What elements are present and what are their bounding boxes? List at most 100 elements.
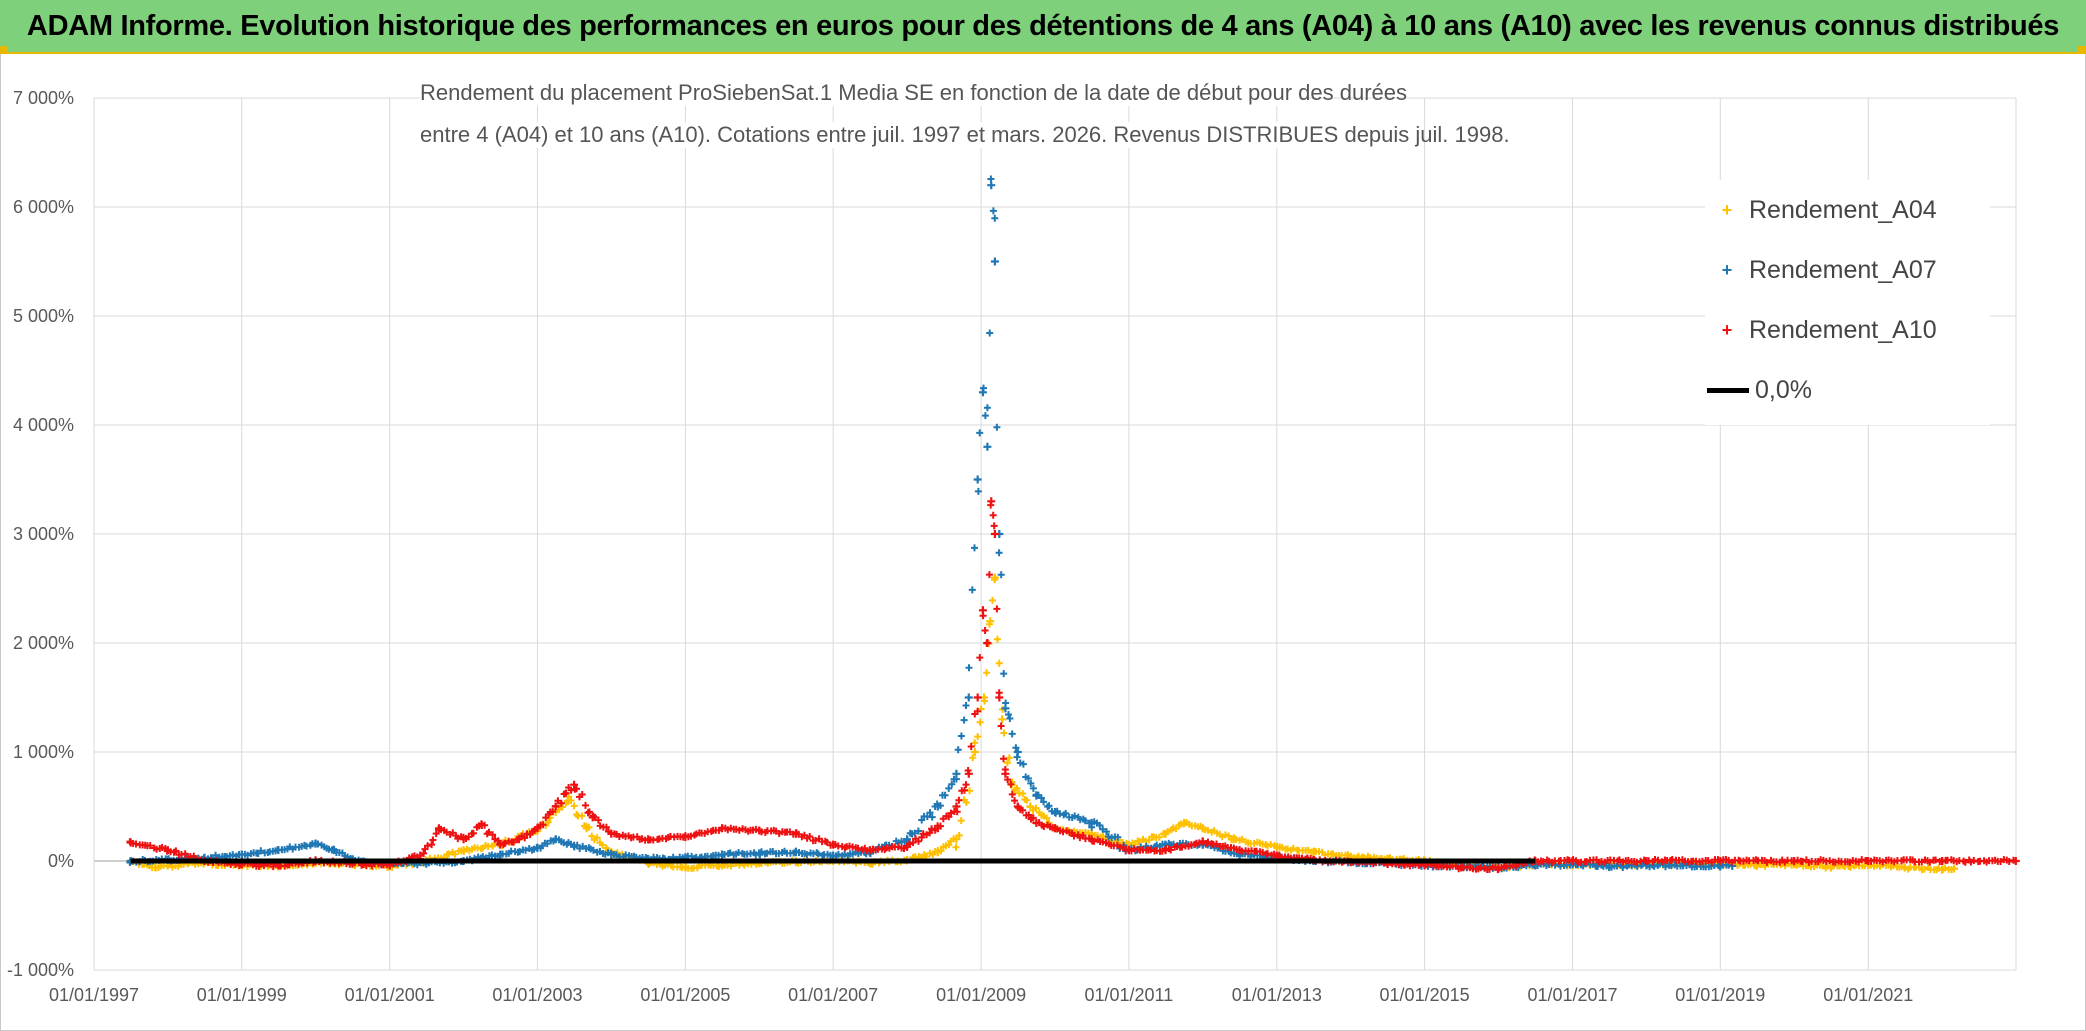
x-tick-label: 01/01/2005: [640, 985, 730, 1005]
x-tick-label: 01/01/2011: [1084, 985, 1173, 1005]
data-point: [978, 388, 987, 397]
y-tick-label: 1 000%: [13, 742, 74, 762]
data-point: [865, 846, 874, 855]
data-point: [330, 846, 339, 855]
banner-corner-left: [0, 46, 8, 54]
data-point: [1605, 862, 1614, 871]
banner-title: ADAM Informe. Evolution historique des p…: [26, 9, 2060, 42]
data-point: [1790, 857, 1799, 865]
data-point: [829, 840, 838, 849]
data-point: [477, 821, 486, 830]
data-point: [1161, 846, 1170, 855]
chart-title-line2: entre 4 (A04) et 10 ans (A10). Cotations…: [420, 122, 1510, 148]
x-tick-label: 01/01/2001: [345, 985, 435, 1005]
data-point: [416, 851, 425, 860]
data-point: [274, 846, 283, 855]
scatter-chart: -1 000% 0% 1 000% 2 000% 3 000% 4 000% 5 000% 6…: [7, 88, 2020, 1005]
data-point: [459, 835, 468, 844]
data-point: [983, 639, 992, 647]
data-point: [990, 530, 999, 538]
data-point: [1087, 835, 1096, 844]
y-tick-label: 2 000%: [13, 633, 74, 653]
y-tick-label: 0%: [48, 851, 74, 871]
data-point: [1051, 824, 1059, 833]
y-tick-label: 5 000%: [13, 306, 74, 326]
x-tick-label: 01/01/2015: [1380, 985, 1470, 1005]
data-point: [570, 780, 579, 789]
data-point: [970, 748, 979, 756]
data-point: [1026, 802, 1035, 811]
data-point: [163, 846, 172, 855]
data-point: [987, 497, 996, 506]
data-point: [964, 693, 973, 702]
data-point: [1087, 818, 1096, 827]
data-point: [1051, 807, 1059, 816]
data-point: [829, 851, 838, 860]
legend-item-a10: + Rendement_A10: [1705, 310, 1937, 350]
data-point: [933, 848, 942, 857]
data-point: [998, 715, 1007, 724]
legend-item-a04: + Rendement_A04: [1705, 190, 1937, 230]
series-Rendement_A10: [126, 497, 2020, 874]
data-point: [1568, 857, 1577, 865]
data-point: [755, 826, 764, 835]
legend-item-a07: + Rendement_A07: [1705, 250, 1937, 290]
data-point: [2011, 857, 2020, 865]
x-tick-label: 01/01/2019: [1675, 985, 1765, 1005]
data-point: [126, 838, 135, 847]
report-banner: ADAM Informe. Evolution historique des p…: [0, 0, 2086, 54]
legend-label-a04: Rendement_A04: [1749, 195, 1937, 224]
data-point: [791, 829, 800, 838]
x-tick-label: 01/01/2009: [936, 985, 1026, 1005]
legend-item-zero: 0,0%: [1705, 370, 1812, 410]
data-point: [496, 840, 505, 849]
y-tick-label: 4 000%: [13, 415, 74, 435]
data-point: [933, 802, 942, 811]
legend-line-zero: [1707, 387, 1749, 393]
data-point: [496, 850, 505, 859]
x-tick-label: 01/01/2003: [492, 985, 582, 1005]
data-point: [1827, 863, 1836, 872]
y-tick-label: 7 000%: [13, 88, 74, 108]
data-point: [986, 617, 995, 626]
data-point: [1001, 769, 1010, 778]
x-tick-label: 01/01/2007: [788, 985, 878, 1005]
data-point: [1950, 864, 1959, 873]
data-point: [551, 835, 560, 844]
data-point: [1198, 837, 1207, 846]
data-point: [533, 824, 542, 833]
x-tick-label: 01/01/2017: [1527, 985, 1617, 1005]
data-point: [952, 802, 961, 811]
data-point: [681, 833, 690, 842]
data-point: [933, 824, 942, 833]
series-markers-Rendement_A04: [126, 576, 1955, 874]
data-point: [1161, 829, 1170, 838]
data-point: [1938, 857, 1947, 865]
y-tick-label: 3 000%: [13, 524, 74, 544]
x-tick-label: 01/01/1997: [49, 985, 139, 1005]
data-point: [1013, 748, 1022, 756]
data-point: [1032, 818, 1041, 827]
data-point: [903, 835, 912, 844]
data-point: [1124, 846, 1133, 855]
data-point: [952, 769, 961, 778]
chart-legend: + Rendement_A04 + Rendement_A07 + Rendem…: [1705, 180, 1990, 425]
series-markers-Rendement_A07: [126, 175, 1733, 873]
data-point: [434, 824, 443, 833]
data-point: [151, 863, 160, 872]
data-point: [582, 824, 591, 833]
x-tick-label: 01/01/2013: [1232, 985, 1322, 1005]
data-point: [1716, 857, 1725, 865]
legend-marker-a04: +: [1721, 199, 1733, 220]
chart-grid: [93, 97, 2017, 971]
data-point: [1229, 835, 1238, 844]
data-point: [987, 181, 996, 190]
data-point: [1272, 851, 1281, 860]
data-point: [1180, 818, 1189, 827]
data-point: [1198, 824, 1207, 833]
data-point: [1235, 846, 1244, 855]
data-point: [570, 841, 579, 850]
data-point: [1938, 865, 1947, 874]
data-point: [551, 802, 560, 811]
data-point: [1013, 802, 1022, 811]
